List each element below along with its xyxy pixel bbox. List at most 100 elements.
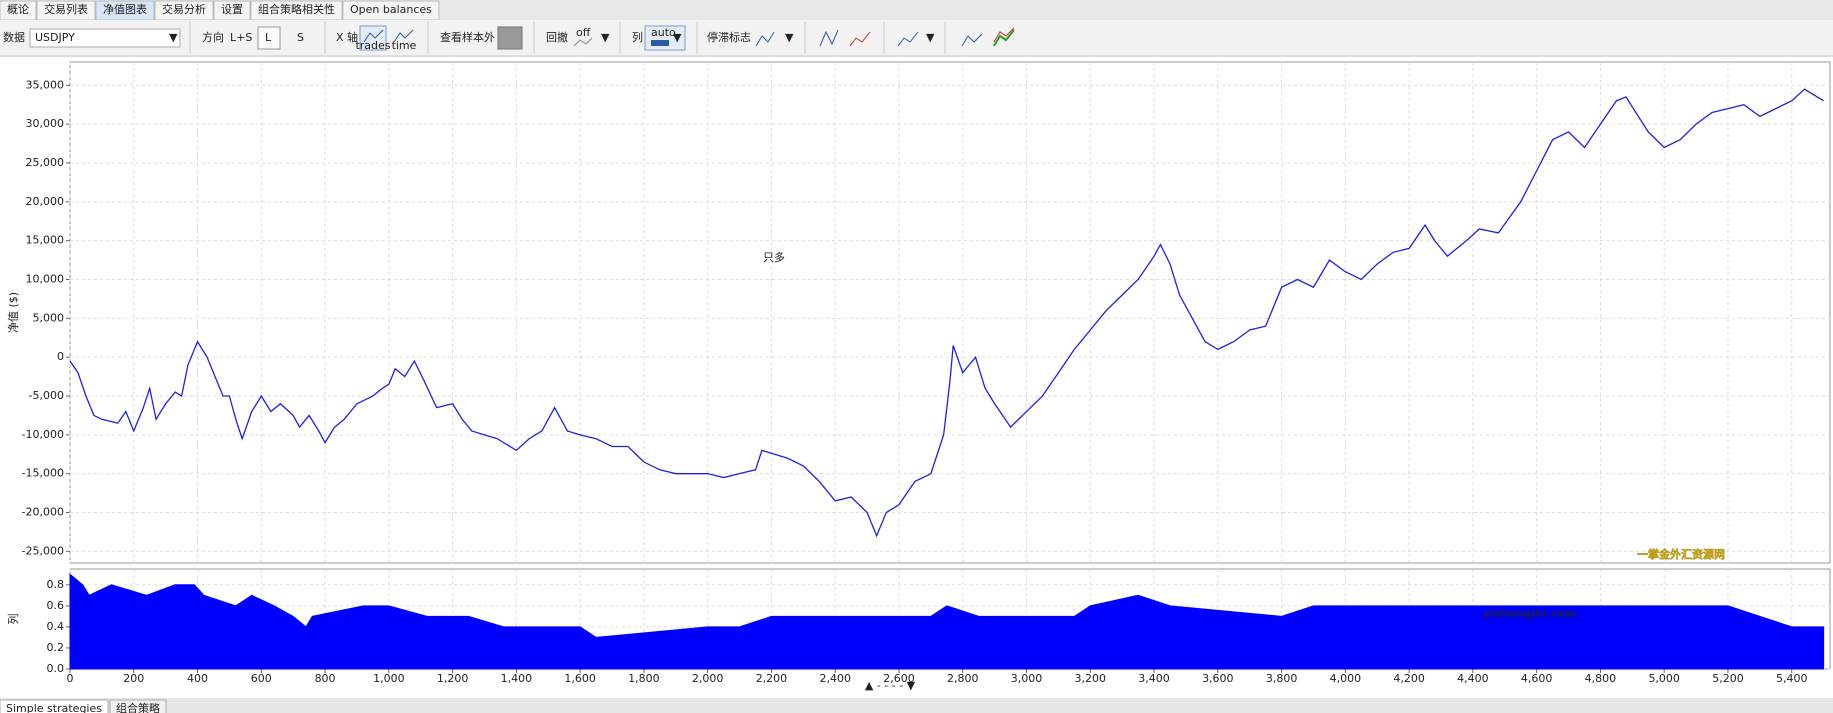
y-tick-label: 10,000 [26, 272, 65, 285]
x-tick-label: 3,400 [1138, 672, 1170, 685]
dropdown-arrow: ▼ [601, 31, 610, 44]
y-tick-label: -5,000 [29, 389, 64, 402]
x-tick-label: 4,400 [1457, 672, 1489, 685]
tab-label[interactable]: Open balances [350, 3, 432, 16]
x-tick-label: 2,800 [947, 672, 979, 685]
equity-line [69, 88, 1824, 538]
x-tick-label: 4,800 [1585, 672, 1617, 685]
dropdown-arrow: ▼ [169, 31, 178, 44]
label: 列 [632, 30, 643, 44]
symbol: USDJPY [35, 31, 75, 44]
y-tick-label: -20,000 [22, 506, 64, 519]
y-tick-label: 25,000 [26, 156, 65, 169]
x-tick-label: 600 [251, 672, 272, 685]
icon[interactable] [993, 29, 1015, 47]
plot-area [69, 61, 1831, 564]
tab-bar [0, 0, 1833, 20]
x-tick-label: 800 [315, 672, 336, 685]
tab-label[interactable]: 净值图表 [103, 2, 147, 16]
tab-label[interactable]: 交易列表 [44, 2, 88, 16]
y-tick-label: 0.2 [47, 641, 65, 654]
x-tick-label: 4,200 [1393, 672, 1425, 685]
x-tick-label: 1,800 [628, 672, 660, 685]
toolbar [0, 20, 1833, 56]
x-tick-label: 4,000 [1330, 672, 1362, 685]
y-tick-label: -15,000 [22, 467, 64, 480]
icon[interactable] [819, 29, 839, 47]
x-tick-label: 400 [187, 672, 208, 685]
button-frame[interactable] [359, 25, 387, 51]
button[interactable]: time [392, 39, 417, 52]
x-tick-label: 2,400 [819, 672, 851, 685]
label: 方向 [202, 30, 224, 44]
x-tick-label: 1,200 [437, 672, 469, 685]
button[interactable]: L+S [230, 31, 252, 44]
y-tick-label: 30,000 [26, 117, 65, 130]
x-tick-label: 3,000 [1011, 672, 1043, 685]
label: 数据 [3, 30, 25, 44]
x-tick-label: 200 [123, 672, 144, 685]
label: X 轴 [336, 30, 358, 44]
y-tick-label: 0.6 [47, 599, 65, 612]
symbol-select[interactable] [29, 28, 181, 48]
y-tick-label: 0.8 [47, 578, 65, 591]
tab-label[interactable]: 组合策略 [116, 701, 160, 713]
y-tick-label: 20,000 [26, 195, 65, 208]
tabs: 概论 交易列表 净值图表 交易分析 设置 组合策略相关性 Open balances [0, 0, 440, 21]
y-tick-label: -10,000 [22, 428, 64, 441]
x-tick-label: 2,600 [883, 672, 915, 685]
button[interactable]: trades [355, 39, 390, 52]
toggle[interactable] [497, 26, 523, 50]
button[interactable]: L [265, 31, 272, 44]
icon [755, 31, 775, 47]
charts: -25,000 -20,000 -15,000 -10,000 -5,000 0 5,000… [6, 61, 1831, 685]
x-tick-label: 5,400 [1776, 672, 1808, 685]
y-tick-label: -25,000 [22, 544, 64, 557]
bottom-tabs: Simple strategies 组合策略 [0, 699, 167, 713]
x-tick-label: 5,000 [1648, 672, 1680, 685]
x-tick-label: 2,000 [692, 672, 724, 685]
x-tick-label: 3,800 [1266, 672, 1298, 685]
label: 停滞标志 [707, 30, 751, 44]
tab-label[interactable]: Simple strategies [6, 702, 102, 713]
icon[interactable] [897, 31, 919, 47]
y-axis-label: 净值 ($) [6, 292, 20, 333]
y-axis-label: 列 [6, 614, 20, 625]
button[interactable]: S [297, 31, 304, 44]
tab-label[interactable]: 概论 [7, 2, 29, 16]
icon [363, 29, 384, 43]
tab[interactable] [0, 699, 109, 713]
watermark: yizhangjin.com [1483, 607, 1576, 620]
tab-label[interactable]: 组合策略相关性 [258, 2, 335, 16]
x-tick-label: 3,200 [1075, 672, 1107, 685]
tab-label[interactable]: 交易分析 [162, 2, 206, 16]
button[interactable]: auto [651, 26, 676, 39]
tab[interactable] [109, 699, 167, 713]
y-tick-label: 0 [57, 350, 64, 363]
icon [573, 37, 593, 47]
bottom-tab-bar [0, 698, 1833, 713]
tab-label[interactable]: 设置 [221, 3, 243, 16]
area [69, 573, 1825, 670]
icon[interactable] [849, 31, 871, 47]
x-tick-label: 0 [67, 672, 74, 685]
icon [651, 40, 669, 46]
y-tick-label: 35,000 [26, 78, 65, 91]
splitter[interactable]: ▲ - - - - ▼ [865, 679, 916, 692]
icon [393, 29, 414, 43]
icon[interactable] [993, 27, 1015, 43]
y-tick-label: 5,000 [33, 311, 65, 324]
x-tick-label: 3,600 [1202, 672, 1234, 685]
annotation: 只多 [763, 250, 785, 264]
label: 查看样本外 [440, 30, 495, 44]
x-tick-label: 2,200 [756, 672, 788, 685]
dropdown-arrow: ▼ [673, 31, 682, 44]
button-frame[interactable] [257, 26, 281, 50]
x-tick-label: 4,600 [1521, 672, 1553, 685]
icon[interactable] [961, 33, 983, 47]
x-tick-label: 5,200 [1712, 672, 1744, 685]
button[interactable]: off [576, 26, 591, 39]
watermark: 一掌金外汇资源网 [1637, 547, 1725, 561]
x-tick-label: 1,600 [564, 672, 596, 685]
